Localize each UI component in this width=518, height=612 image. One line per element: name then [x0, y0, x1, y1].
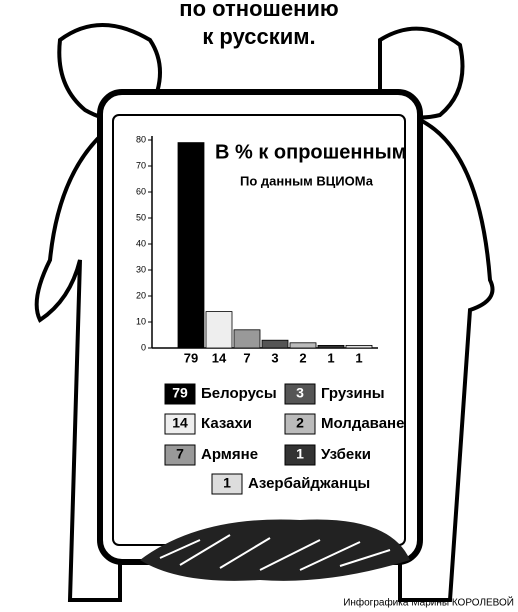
- bar: [290, 343, 316, 348]
- y-tick-label: 20: [136, 290, 146, 300]
- y-tick-label: 40: [136, 238, 146, 248]
- bar-label: 7: [243, 350, 250, 365]
- y-tick-label: 70: [136, 160, 146, 170]
- chart-subtitle: По данным ВЦИОМа: [240, 173, 374, 188]
- bar: [318, 345, 344, 348]
- bar-label: 79: [184, 350, 198, 365]
- legend-label: Узбеки: [321, 446, 371, 463]
- bar-label: 3: [271, 350, 278, 365]
- legend-label: Казахи: [201, 415, 252, 432]
- bar-label: 14: [212, 350, 227, 365]
- bar: [262, 340, 288, 348]
- bar-label: 1: [355, 350, 362, 365]
- legend-value: 3: [296, 385, 304, 401]
- legend-label: Белорусы: [201, 385, 277, 402]
- legend-label: Грузины: [321, 385, 385, 402]
- legend-label: Армяне: [201, 446, 258, 463]
- y-tick-label: 0: [141, 342, 146, 352]
- y-tick-label: 60: [136, 186, 146, 196]
- bar: [234, 330, 260, 348]
- bar: [178, 143, 204, 348]
- illustration: [37, 25, 493, 600]
- bar: [346, 345, 372, 348]
- bar-label: 1: [327, 350, 334, 365]
- header-line: к русским.: [202, 24, 315, 49]
- y-tick-label: 80: [136, 134, 146, 144]
- y-tick-label: 10: [136, 316, 146, 326]
- legend-value: 79: [172, 385, 188, 401]
- header-line: по отношению: [179, 0, 338, 21]
- chart-title: В % к опрошенным: [215, 141, 406, 163]
- y-tick-label: 50: [136, 212, 146, 222]
- legend-label: Азербайджанцы: [248, 475, 370, 492]
- credit: Инфографика Марины КОРОЛЕВОЙ: [343, 596, 514, 609]
- legend-label: Молдаване: [321, 415, 404, 432]
- legend-value: 2: [296, 415, 304, 431]
- bar: [206, 312, 232, 348]
- legend-value: 14: [172, 415, 188, 431]
- legend-value: 7: [176, 446, 184, 462]
- y-tick-label: 30: [136, 264, 146, 274]
- legend-value: 1: [223, 475, 231, 491]
- infographic: по отношению к русским. В % к опрошенным…: [0, 0, 518, 612]
- bar-label: 2: [299, 350, 306, 365]
- legend-value: 1: [296, 446, 304, 462]
